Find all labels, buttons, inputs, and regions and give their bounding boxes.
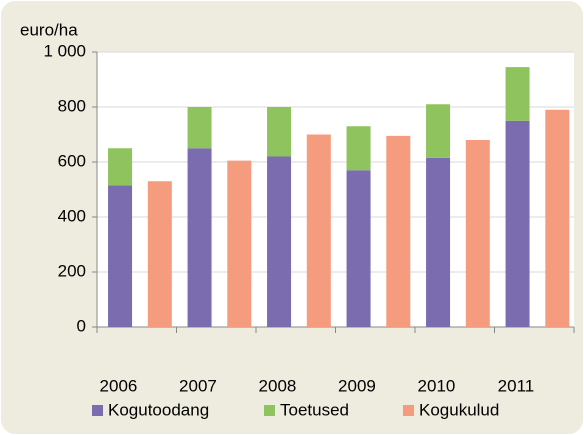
bar <box>465 140 490 327</box>
x-tick-label: 2011 <box>498 376 535 395</box>
x-tick-label: 2009 <box>338 376 376 395</box>
y-tick-label: 600 <box>58 151 86 170</box>
x-tick-label: 2007 <box>179 376 217 395</box>
bar-segment <box>187 107 212 149</box>
y-tick-label: 400 <box>58 206 86 225</box>
bar-segment <box>346 126 371 171</box>
bar-segment <box>108 185 133 327</box>
y-tick-label: 0 <box>77 316 86 335</box>
x-tick-label: 2008 <box>259 376 297 395</box>
bar <box>545 109 570 327</box>
bar-segment <box>346 170 371 327</box>
y-tick-label: 200 <box>58 261 86 280</box>
legend-label: Kogukulud <box>419 400 499 419</box>
legend-swatch <box>264 405 275 416</box>
plot-area <box>97 52 574 327</box>
legend-swatch <box>92 405 103 416</box>
bar <box>227 160 252 327</box>
bar <box>386 135 411 327</box>
x-tick-label: 2006 <box>100 376 138 395</box>
y-axis-label: euro/ha <box>20 20 78 39</box>
bar <box>147 181 172 327</box>
y-tick-label: 1 000 <box>43 41 86 60</box>
x-tick-label: 2010 <box>418 376 456 395</box>
bar-segment <box>505 67 530 121</box>
bar-segment <box>505 120 530 327</box>
bar-segment <box>426 104 451 158</box>
bar-segment <box>187 148 212 327</box>
bar-segment <box>108 148 133 186</box>
legend-label: Toetused <box>280 400 349 419</box>
bar-segment <box>267 156 292 327</box>
legend-swatch <box>403 405 414 416</box>
y-tick-label: 800 <box>58 96 86 115</box>
bar <box>306 134 331 327</box>
bar-segment <box>426 157 451 327</box>
legend-label: Kogutoodang <box>108 400 209 419</box>
bar-segment <box>267 107 292 157</box>
